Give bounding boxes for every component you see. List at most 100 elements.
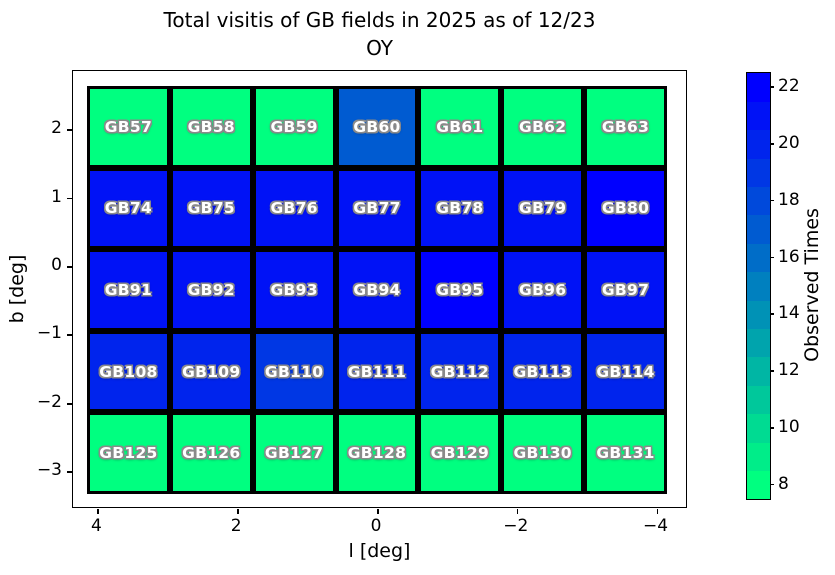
y-tick-mark bbox=[66, 471, 72, 473]
heatmap-cell-label: GB126 bbox=[182, 444, 241, 463]
colorbar-band bbox=[747, 243, 770, 273]
heatmap-cell: GB80 bbox=[584, 167, 667, 250]
colorbar-tick-mark bbox=[770, 370, 774, 372]
colorbar-band bbox=[747, 215, 770, 244]
heatmap-cell: GB77 bbox=[335, 167, 419, 250]
heatmap-cell-label: GB130 bbox=[513, 444, 572, 463]
heatmap-cell-label: GB97 bbox=[601, 280, 650, 299]
heatmap-cell: GB95 bbox=[418, 249, 502, 331]
colorbar-tick-label: 22 bbox=[778, 76, 800, 97]
y-tick-mark bbox=[66, 402, 72, 405]
y-axis-label: b [deg] bbox=[6, 254, 28, 324]
colorbar-tick-mark bbox=[770, 86, 774, 88]
heatmap-cell: GB76 bbox=[252, 167, 336, 250]
heatmap-cell-label: GB110 bbox=[264, 362, 324, 381]
heatmap-cell: GB57 bbox=[87, 86, 170, 168]
heatmap-cell: GB131 bbox=[584, 412, 667, 494]
colorbar-label: Observed Times bbox=[801, 208, 823, 362]
heatmap-cell-label: GB75 bbox=[187, 199, 235, 218]
colorbar-tick-label: 12 bbox=[778, 360, 800, 381]
colorbar-tick-mark bbox=[770, 256, 774, 259]
x-axis-label: l [deg] bbox=[348, 540, 411, 562]
heatmap-cell: GB112 bbox=[418, 330, 502, 413]
colorbar-tick-mark bbox=[770, 143, 774, 145]
heatmap-cell-label: GB112 bbox=[430, 362, 490, 381]
y-tick-mark bbox=[66, 197, 72, 200]
chart-title: Total visitis of GB fields in 2025 as of… bbox=[72, 6, 687, 62]
colorbar-tick-label: 14 bbox=[778, 303, 800, 324]
heatmap-cell: GB126 bbox=[169, 412, 253, 494]
heatmap-cell-label: GB59 bbox=[270, 117, 318, 136]
heatmap-cell: GB113 bbox=[501, 330, 585, 413]
heatmap-cell-label: GB96 bbox=[519, 280, 567, 299]
colorbar-band bbox=[747, 413, 770, 443]
y-tick-mark bbox=[66, 334, 72, 337]
heatmap-cell: GB111 bbox=[335, 330, 419, 413]
chart-title-line2: OY bbox=[366, 36, 393, 60]
heatmap-cell-label: GB129 bbox=[430, 444, 490, 463]
heatmap-cell-label: GB78 bbox=[436, 199, 484, 218]
heatmap-cell: GB78 bbox=[418, 167, 502, 250]
colorbar-tick-label: 16 bbox=[778, 246, 800, 267]
y-tick-label: 0 bbox=[51, 255, 62, 276]
y-tick-label: −2 bbox=[36, 391, 62, 412]
heatmap-cell-label: GB109 bbox=[182, 362, 241, 381]
heatmap-cell-label: GB63 bbox=[601, 117, 650, 136]
colorbar-band bbox=[747, 271, 770, 301]
heatmap-cell: GB94 bbox=[335, 249, 419, 331]
heatmap-cell-label: GB92 bbox=[187, 280, 235, 299]
colorbar-band bbox=[747, 300, 770, 330]
heatmap-cell-label: GB95 bbox=[436, 280, 484, 299]
y-tick-label: −3 bbox=[36, 460, 62, 481]
heatmap-cell: GB96 bbox=[501, 249, 585, 331]
heatmap-cell-label: GB128 bbox=[347, 444, 407, 463]
heatmap-cell: GB75 bbox=[169, 167, 253, 250]
heatmap-cell-label: GB114 bbox=[596, 362, 655, 381]
heatmap-cell-label: GB61 bbox=[436, 117, 484, 136]
y-tick-label: 2 bbox=[51, 118, 62, 139]
heatmap-cell: GB128 bbox=[335, 412, 419, 494]
colorbar-tick-label: 18 bbox=[778, 189, 800, 210]
x-tick-label: 2 bbox=[230, 516, 242, 536]
heatmap-cell: GB92 bbox=[169, 249, 253, 331]
colorbar-tick-label: 8 bbox=[778, 473, 789, 494]
heatmap-cell: GB110 bbox=[252, 330, 336, 413]
chart-title-line1: Total visitis of GB fields in 2025 as of… bbox=[163, 8, 596, 32]
colorbar-band bbox=[747, 129, 770, 159]
y-tick-mark bbox=[66, 266, 72, 268]
colorbar-tick-mark bbox=[770, 427, 774, 429]
heatmap-cell: GB129 bbox=[418, 412, 502, 494]
colorbar bbox=[746, 72, 771, 500]
colorbar-band bbox=[747, 357, 770, 386]
heatmap-cell: GB59 bbox=[252, 86, 336, 168]
colorbar-tick-mark bbox=[770, 199, 774, 202]
heatmap-cell-label: GB93 bbox=[270, 280, 318, 299]
x-tick-label: −4 bbox=[643, 516, 669, 536]
colorbar-band bbox=[747, 158, 770, 188]
colorbar-tick-label: 20 bbox=[778, 133, 800, 153]
heatmap-cell: GB109 bbox=[169, 330, 253, 413]
heatmap-cell: GB127 bbox=[252, 412, 336, 494]
x-tick-mark bbox=[656, 509, 659, 514]
x-tick-label: 4 bbox=[91, 516, 102, 536]
heatmap-cell-label: GB76 bbox=[270, 199, 318, 218]
heatmap-cell-label: GB125 bbox=[99, 444, 158, 463]
x-tick-mark bbox=[237, 509, 239, 514]
heatmap-cell-label: GB74 bbox=[104, 199, 153, 218]
x-tick-mark bbox=[377, 509, 379, 514]
heatmap-grid: GB57 GB58 GB59 GB60 GB61 GB62 GB63 GB74 GB75 GB76… bbox=[87, 86, 667, 494]
heatmap-cell-label: GB79 bbox=[519, 199, 567, 218]
y-tick-mark bbox=[66, 129, 72, 131]
plot-axes: GB57 GB58 GB59 GB60 GB61 GB62 GB63 GB74 GB75 GB76… bbox=[66, 70, 687, 514]
colorbar-tick-label: 10 bbox=[778, 417, 800, 437]
colorbar-band bbox=[747, 328, 770, 358]
colorbar-band bbox=[747, 470, 770, 500]
x-tick-mark bbox=[97, 509, 100, 514]
x-tick-mark bbox=[516, 509, 519, 514]
x-tick-label: 0 bbox=[370, 516, 382, 536]
heatmap-cell-label: GB111 bbox=[347, 362, 407, 381]
heatmap-cell: GB108 bbox=[87, 330, 170, 413]
colorbar-band bbox=[747, 101, 770, 131]
heatmap-cell-label: GB131 bbox=[596, 444, 655, 463]
